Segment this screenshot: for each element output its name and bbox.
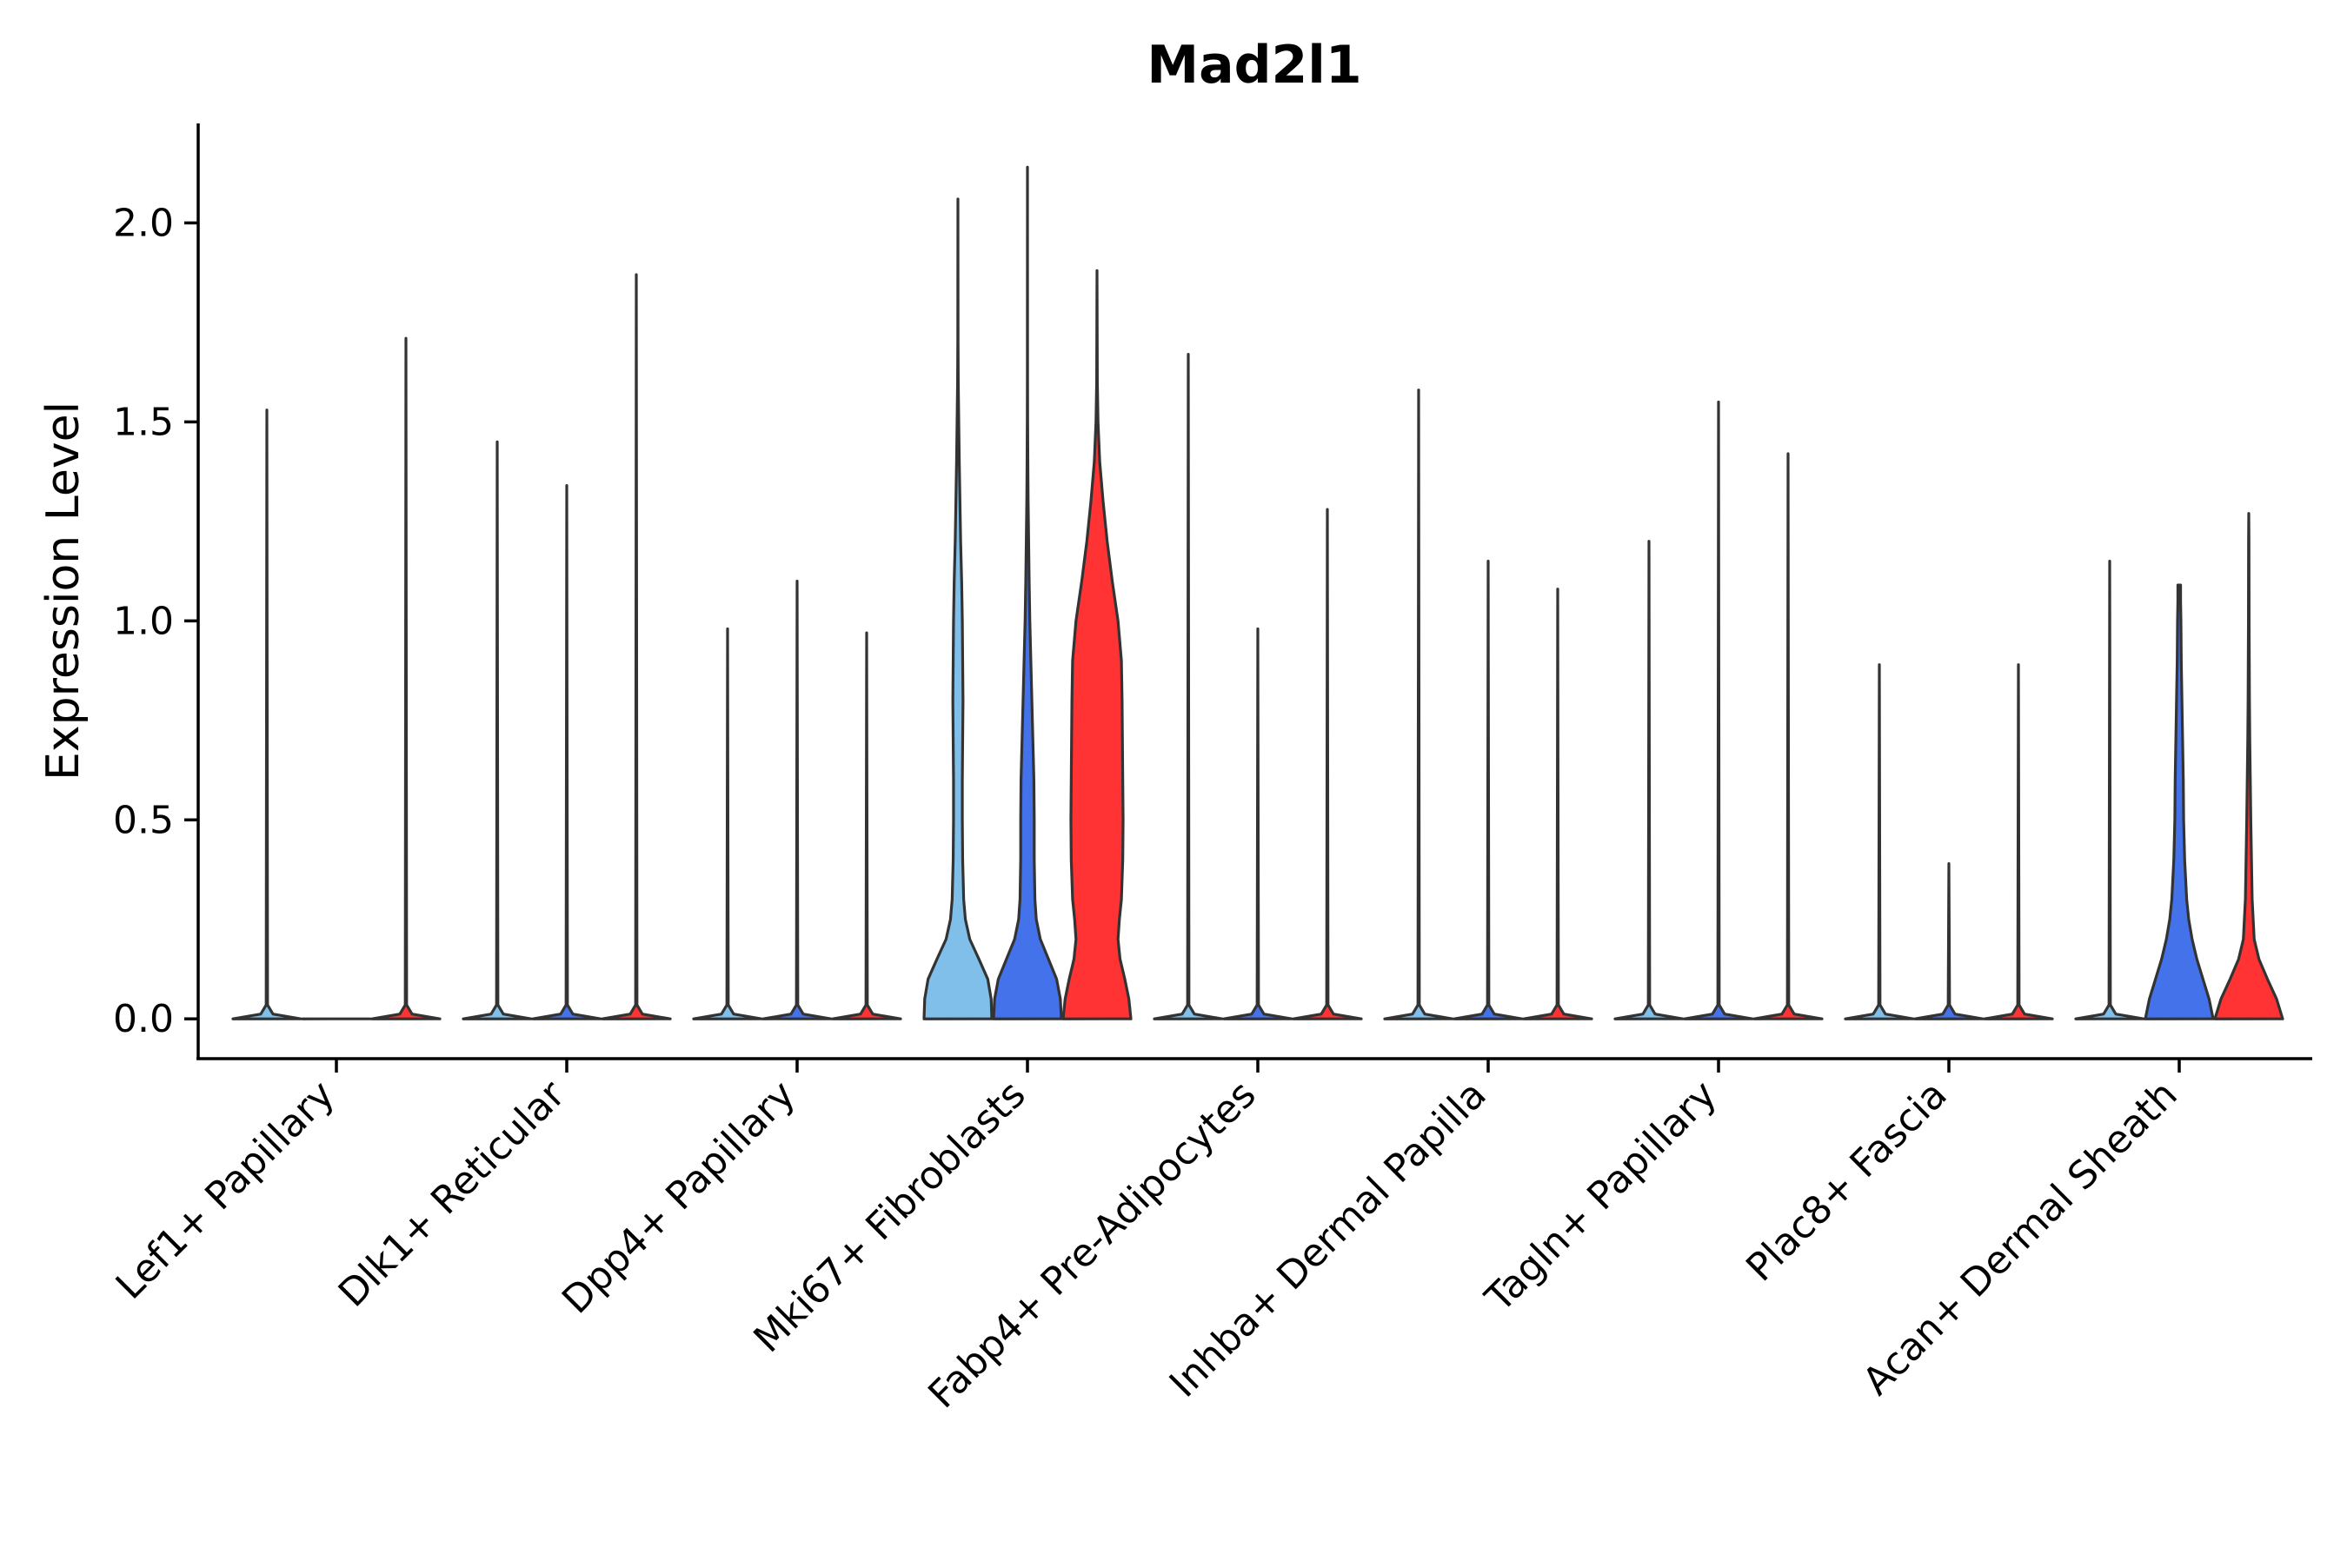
violin-fabp4-pre-adipocytes-group1	[1154, 355, 1222, 1020]
y-tick-label: 1.0	[113, 599, 174, 643]
y-tick-label: 0.5	[113, 798, 174, 842]
violin-acan-dermal-sheath-group3	[2215, 514, 2283, 1020]
violin-dlk1-reticular-group3	[602, 275, 670, 1019]
violin-acan-dermal-sheath-group2	[2145, 585, 2213, 1019]
violin-mki67-fibroblasts-group3	[1063, 270, 1131, 1019]
violin-inhba-dermal-papilla-group2	[1454, 561, 1522, 1020]
x-category-label: Dpp4+ Papillary	[554, 1073, 804, 1323]
violin-dpp4-papillary-group1	[694, 629, 761, 1020]
violin-inhba-dermal-papilla-group3	[1524, 589, 1592, 1020]
violin-plac8-fascia-group2	[1915, 864, 1983, 1020]
y-tick-label: 0.0	[113, 997, 174, 1041]
violin-plac8-fascia-group3	[1985, 665, 2052, 1020]
violin-tagln-papillary-group3	[1754, 454, 1822, 1019]
violin-inhba-dermal-papilla-group1	[1385, 390, 1453, 1019]
violin-mki67-fibroblasts-group1	[924, 199, 992, 1019]
y-axis-title: Expression Level	[37, 402, 90, 781]
violin-dpp4-papillary-group3	[833, 633, 901, 1019]
x-category-label: Plac8+ Fascia	[1738, 1073, 1956, 1291]
chart-title: Mad2l1	[1147, 35, 1361, 96]
violin-tagln-papillary-group2	[1685, 402, 1752, 1020]
x-category-label: Lef1+ Papillary	[108, 1073, 343, 1308]
x-category-label: Dlk1+ Reticular	[330, 1072, 575, 1316]
violin-dpp4-papillary-group2	[763, 581, 831, 1020]
violin-dlk1-reticular-group1	[463, 442, 531, 1019]
violin-lef1-papillary-group1	[233, 410, 301, 1020]
violin-fabp4-pre-adipocytes-group2	[1224, 629, 1292, 1020]
violin-mki67-fibroblasts-group2	[994, 167, 1061, 1019]
violins-layer	[233, 167, 2283, 1019]
y-tick-label: 2.0	[113, 201, 174, 245]
violin-tagln-papillary-group1	[1615, 541, 1683, 1019]
violin-acan-dermal-sheath-group1	[2076, 561, 2144, 1020]
violin-plac8-fascia-group1	[1845, 665, 1913, 1020]
violin-dlk1-reticular-group2	[533, 486, 601, 1020]
y-tick-label: 1.5	[113, 400, 174, 444]
x-category-label: Tagln+ Papillary	[1477, 1073, 1725, 1321]
violin-lef1-papillary-group3	[372, 338, 440, 1019]
y-axis: 0.0 0.5 1.0 1.5 2.0	[113, 123, 198, 1059]
violin-fabp4-pre-adipocytes-group3	[1293, 509, 1361, 1019]
